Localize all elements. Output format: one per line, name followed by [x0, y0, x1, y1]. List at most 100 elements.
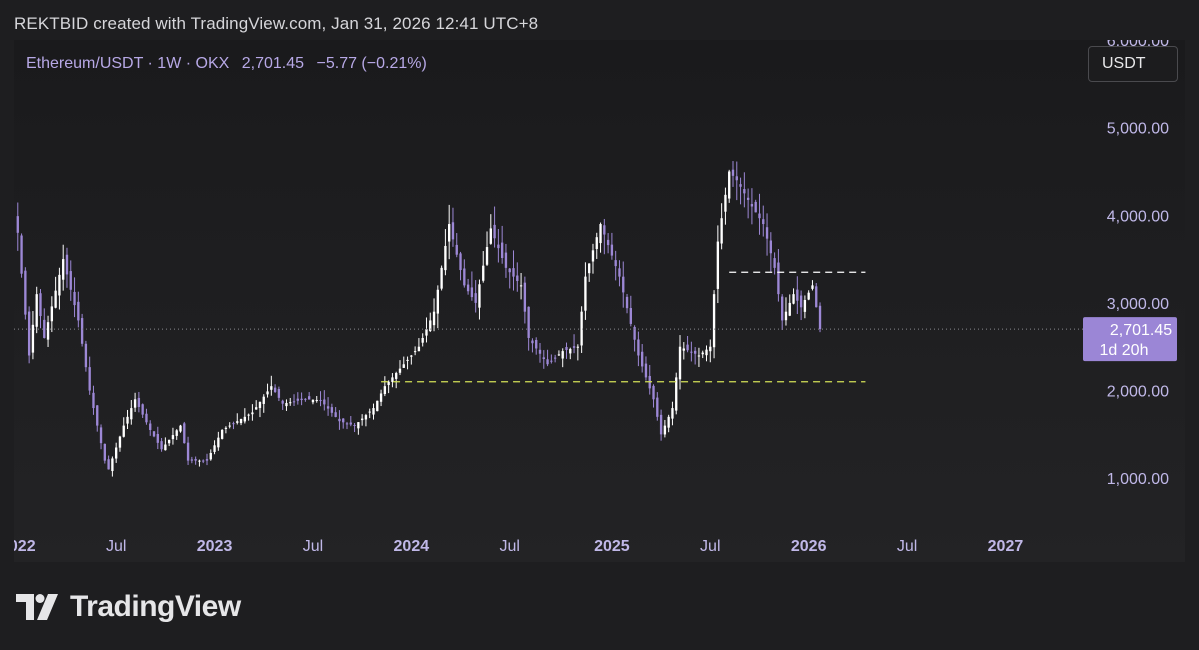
candle-body [569, 348, 572, 354]
tradingview-logo[interactable]: TradingView [16, 590, 241, 624]
candle-body [527, 306, 530, 338]
candle-body [667, 416, 670, 428]
candle-body [512, 268, 515, 277]
candle-body [395, 373, 398, 379]
candle-body [493, 224, 496, 239]
x-axis-label: Jul [106, 538, 126, 555]
candle-body [145, 413, 148, 423]
candle-body [27, 311, 31, 356]
candle-body [788, 302, 791, 316]
candle-body [213, 445, 216, 452]
candle-body [277, 388, 281, 398]
candle-body [675, 377, 678, 411]
candle-body [610, 244, 614, 256]
candle-body [440, 267, 443, 289]
candle-body [69, 271, 72, 290]
candle-body [618, 268, 621, 277]
candle-body [141, 404, 144, 415]
candle-body [289, 402, 292, 404]
x-axis-label: Jul [897, 538, 917, 555]
candle-body [149, 423, 152, 430]
candle-body [323, 399, 326, 405]
candle-body [296, 398, 299, 401]
candle-body [160, 441, 163, 450]
candle-body [606, 239, 610, 246]
candle-body [735, 176, 738, 181]
tradingview-brand-name: TradingView [70, 590, 241, 623]
candle-body [183, 423, 186, 444]
candle-body [31, 324, 35, 353]
x-axis-label: Jul [700, 538, 720, 555]
chart-panel[interactable]: 1,000.00 2,000.00 3,000.00 4,000.00 5,000.00… [14, 40, 1185, 562]
candle-body [167, 439, 171, 444]
candle-body [103, 443, 106, 461]
candle-body [448, 224, 451, 242]
candle-body [500, 242, 504, 258]
candle-body [133, 399, 137, 408]
candle-body [599, 224, 602, 244]
candle-body [640, 351, 644, 367]
candle-body [815, 286, 818, 308]
candle-body [455, 244, 458, 255]
candle-body [80, 318, 84, 344]
candle-body [164, 444, 167, 451]
candle-body [311, 399, 315, 403]
candle-body [126, 416, 129, 424]
candle-body [35, 294, 38, 327]
candle-body [270, 386, 273, 390]
candle-body [58, 274, 61, 296]
candle-body [413, 351, 417, 353]
candle-body [682, 348, 685, 351]
price-chart[interactable]: 1,000.00 2,000.00 3,000.00 4,000.00 5,000.00… [14, 40, 1185, 562]
candle-body [584, 276, 587, 311]
y-axis-label: 3,000.00 [1107, 296, 1169, 313]
candle-body [739, 184, 742, 187]
last-price-tag-price: 2,701.45 [1110, 322, 1172, 339]
candle-body [243, 416, 247, 422]
candle-body [580, 311, 583, 346]
candle-body [712, 294, 716, 348]
candle-body [46, 322, 50, 340]
candle-body [224, 427, 228, 430]
candle-body [497, 244, 500, 249]
candle-body [652, 385, 655, 400]
candle-body [228, 425, 231, 427]
candle-body [489, 228, 492, 244]
x-axis-label: 2023 [197, 538, 233, 555]
candle-body [614, 260, 617, 267]
candle-body [504, 252, 508, 268]
candle-body [304, 398, 307, 400]
candle-body [372, 408, 375, 415]
candle-body [470, 287, 474, 298]
candle-body [54, 290, 57, 308]
candle-body [239, 419, 243, 424]
x-axis-label: Jul [500, 538, 520, 555]
candle-body [402, 364, 405, 368]
y-axis-label: 5,000.00 [1107, 121, 1169, 138]
candle-body [130, 408, 133, 420]
candle-body [387, 381, 390, 386]
currency-button[interactable]: USDT [1088, 46, 1178, 82]
x-axis-label: 2025 [594, 538, 630, 555]
candle-body [209, 452, 212, 460]
candle-body [656, 397, 659, 417]
candle-body [478, 284, 481, 308]
candle-body [349, 422, 352, 425]
candle-body [444, 245, 447, 271]
candle-body [357, 422, 360, 429]
candle-body [391, 377, 394, 382]
candle-body [603, 225, 606, 235]
x-axis-label: 2022 [14, 538, 36, 555]
candle-body [588, 263, 591, 274]
candle-body [709, 346, 712, 352]
candle-body [186, 442, 190, 461]
tradingview-logo-icon [16, 594, 58, 620]
candle-body [508, 268, 511, 273]
candle-body [338, 418, 341, 422]
candle-body [152, 431, 156, 437]
candle-body [765, 227, 769, 239]
candle-body [307, 396, 311, 400]
candle-body [262, 396, 265, 404]
candle-body [746, 197, 750, 200]
candle-body [671, 408, 674, 419]
